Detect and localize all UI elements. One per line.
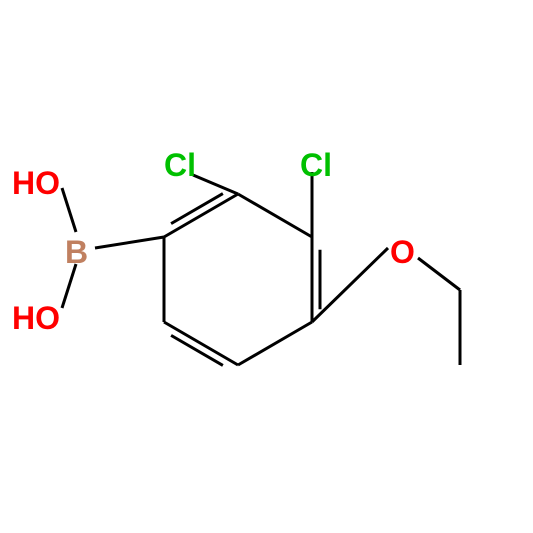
bond-line [238,322,312,365]
bond-line [193,175,238,194]
atom-Cl1: Cl [164,147,196,184]
atom-O: O [390,234,415,271]
bond-line [164,322,238,365]
bond-line [62,188,76,232]
bond-line [312,248,388,322]
atom-B: B [65,234,88,271]
atom-HO1: HO [12,165,60,202]
bond-line [418,258,460,290]
bond-line [238,194,312,237]
atom-HO2: HO [12,300,60,337]
bond-line [95,237,164,248]
bond-line [164,194,238,237]
atom-Cl2: Cl [300,147,332,184]
